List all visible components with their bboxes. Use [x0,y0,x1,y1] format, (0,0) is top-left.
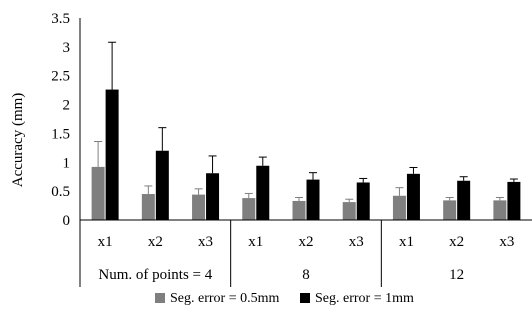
x-tick-label: x2 [299,234,314,250]
x-tick-label: x3 [198,234,213,250]
bar [507,181,521,220]
y-tick-label: 0 [63,213,71,229]
y-tick-label: 1 [63,155,71,171]
category-labels: x1 x2 x3 x1 x2 x3 x1 x2 x3 [98,234,515,250]
bar [155,150,169,220]
bar [242,198,256,220]
y-tick-label: 2 [63,98,71,114]
bars [91,41,521,221]
bar [141,194,155,220]
bar [406,173,420,220]
x-tick-label: x3 [499,234,514,250]
bar [342,202,356,220]
bar [457,180,471,220]
y-tick-label: 3 [63,40,71,56]
group-label: 8 [302,267,310,283]
group-labels: Num. of points = 4 8 12 [98,267,464,283]
axes [79,18,532,287]
y-tick-label: 2.5 [51,69,70,85]
bar [493,200,507,220]
legend-label: Seg. error = 0.5mm [170,291,279,306]
x-tick-label: x2 [449,234,464,250]
bar [256,165,270,220]
bar [105,89,119,221]
legend-label: Seg. error = 1mm [315,291,414,306]
y-tick-label: 1.5 [51,126,70,142]
legend: Seg. error = 0.5mm Seg. error = 1mm [155,291,414,306]
y-tick-label: 3.5 [51,11,70,27]
x-tick-label: x1 [248,234,263,250]
y-axis-label: Accuracy (mm) [10,93,26,188]
bar [91,166,105,220]
group-label: 12 [449,267,464,283]
bar [443,200,457,220]
x-tick-label: x2 [148,234,163,250]
y-tick-labels: 0 0.5 1 1.5 2 2.5 3 3.5 [51,11,70,229]
bar [306,179,320,220]
legend-swatch [155,293,165,303]
x-tick-label: x1 [98,234,113,250]
x-tick-label: x3 [349,234,364,250]
bar [292,200,306,220]
bar [192,194,206,220]
group-label: Num. of points = 4 [98,267,212,283]
legend-swatch [300,293,310,303]
x-tick-label: x1 [399,234,414,250]
bar [356,182,370,220]
bar [206,173,220,220]
y-tick-label: 0.5 [51,184,70,200]
bar [392,195,406,220]
